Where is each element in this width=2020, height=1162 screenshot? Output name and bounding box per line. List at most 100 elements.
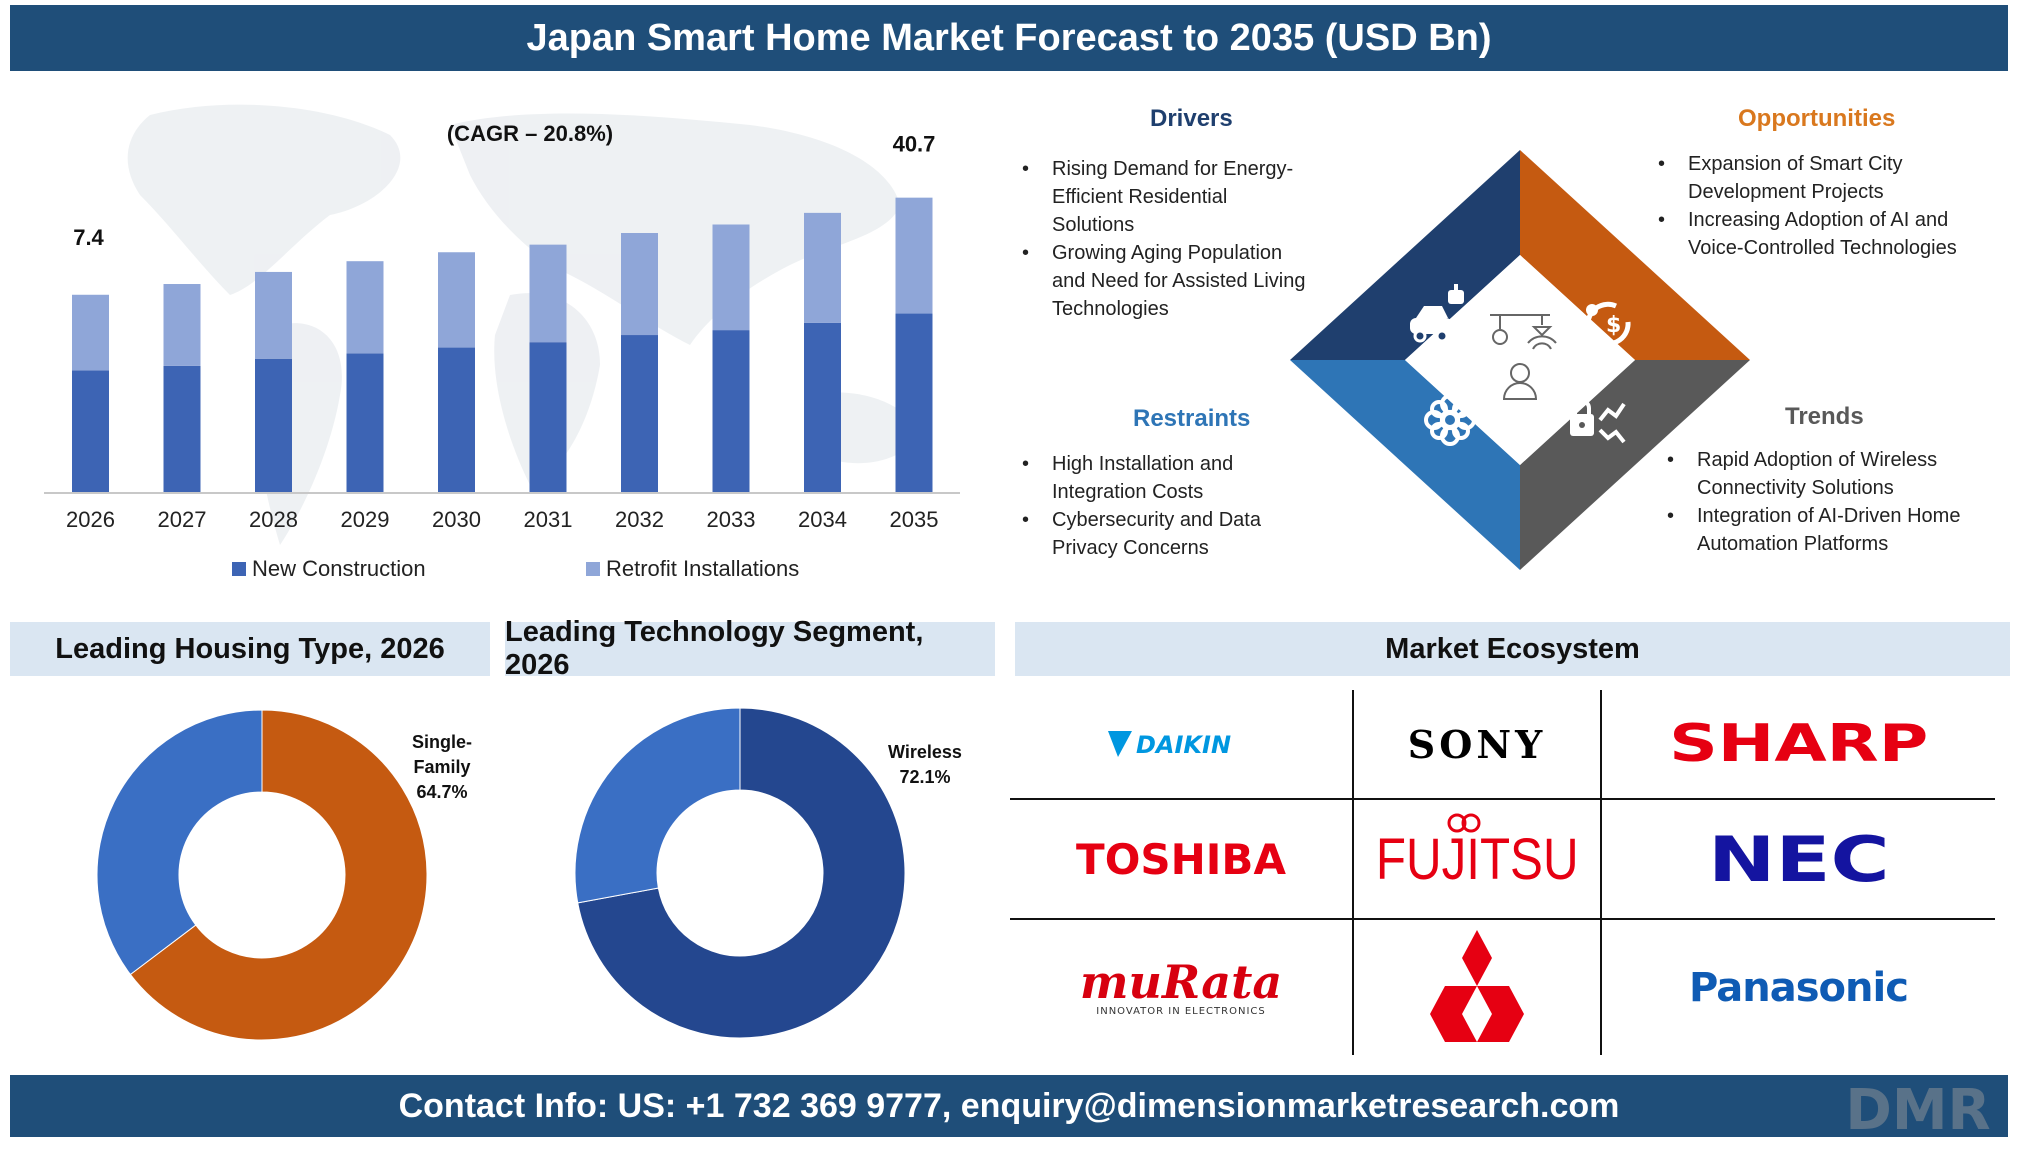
world-map-background xyxy=(127,104,920,545)
donut-slice-other xyxy=(574,707,741,904)
drivers-title: Drivers xyxy=(1150,105,1233,132)
logo-toshiba: TOSHIBA xyxy=(1076,834,1286,884)
donut-slice-other xyxy=(96,709,263,976)
bar-retrofit-2031 xyxy=(529,244,567,343)
bar-new-construction-2028 xyxy=(255,358,292,493)
single-family-label-line1: Single- xyxy=(412,732,472,752)
gear-flower-icon xyxy=(1424,394,1476,446)
housing-panel-header: Leading Housing Type, 2026 xyxy=(10,622,490,676)
bar-retrofit-2035 xyxy=(895,197,933,314)
donut-slice-wireless xyxy=(577,707,906,1039)
single-family-label-line2: Family xyxy=(413,757,470,777)
bar-retrofit-2030 xyxy=(438,252,475,348)
svg-text:$: $ xyxy=(1606,313,1621,338)
housing-donut-chart: Single- Family 64.7% xyxy=(96,709,472,1041)
logo-panasonic: Panasonic xyxy=(1689,964,1909,1011)
bar-new-construction-2026 xyxy=(72,370,109,493)
single-family-value-label: 64.7% xyxy=(416,782,467,802)
logo-sharp: SHARP xyxy=(1668,714,1929,774)
bar-new-construction-2035 xyxy=(895,313,933,493)
title-bar: Japan Smart Home Market Forecast to 2035… xyxy=(10,5,2008,71)
trend-item-2: Integration of AI-Driven HomeAutomation … xyxy=(1667,502,2007,558)
cagr-label: (CAGR – 20.8%) xyxy=(447,121,613,146)
lock-growth-icon xyxy=(1570,399,1626,444)
bar-retrofit-2032 xyxy=(621,233,658,336)
bar-new-construction-2030 xyxy=(438,347,475,493)
bar-retrofit-2026 xyxy=(72,294,109,371)
housing-panel-title: Leading Housing Type, 2026 xyxy=(55,632,445,665)
x-tick-label: 2029 xyxy=(341,507,390,532)
bar-retrofit-2033 xyxy=(712,224,750,331)
svg-text:DMR: DMR xyxy=(1845,1079,1990,1135)
driver-item-1: Rising Demand for Energy-Efficient Resid… xyxy=(1022,155,1352,239)
bar-retrofit-2027 xyxy=(163,284,201,366)
restraints-title: Restraints xyxy=(1133,405,1251,432)
bar-retrofit-2029 xyxy=(346,261,384,354)
legend-label-retrofit: Retrofit Installations xyxy=(606,556,799,581)
footer-bar: Contact Info: US: +1 732 369 9777, enqui… xyxy=(10,1075,2008,1137)
bar-new-construction-2029 xyxy=(346,353,384,493)
legend-swatch-new-construction xyxy=(232,562,246,576)
first-total-label: 7.4 xyxy=(73,225,104,250)
donut-slice-single-family xyxy=(129,709,428,1041)
ecosystem-panel-header: Market Ecosystem xyxy=(1015,622,2010,676)
money-cycle-icon: $ xyxy=(1585,301,1631,347)
grid-divider xyxy=(1600,690,1602,1055)
page-title: Japan Smart Home Market Forecast to 2035… xyxy=(526,16,1492,59)
grid-divider xyxy=(1010,918,1995,920)
x-tick-label: 2034 xyxy=(798,507,847,532)
x-tick-label: 2028 xyxy=(249,507,298,532)
bar-new-construction-2031 xyxy=(529,342,567,493)
ecosystem-panel-title: Market Ecosystem xyxy=(1385,632,1640,665)
chart-legend: New Construction Retrofit Installations xyxy=(232,556,799,581)
bar-new-construction-2033 xyxy=(712,330,750,493)
bar-new-construction-2034 xyxy=(804,322,841,493)
logo-nec: NEC xyxy=(1707,822,1890,896)
bar-new-construction-2032 xyxy=(621,335,658,493)
stacked-bar-chart: 2026 2027 2028 2029 2030 2031 2032 2033 2034 2035… xyxy=(44,104,960,581)
technology-panel-title: Leading Technology Segment, 2026 xyxy=(505,616,924,681)
logo-murata: muRata INNOVATOR IN ELECTRONICS xyxy=(1079,955,1283,1017)
grid-divider xyxy=(1010,798,1995,800)
wireless-label: Wireless xyxy=(888,742,962,762)
wireless-value-label: 72.1% xyxy=(899,767,950,787)
opportunity-item-2: Increasing Adoption of AI andVoice-Contr… xyxy=(1658,206,1998,262)
last-total-label: 40.7 xyxy=(893,132,936,157)
opportunities-title: Opportunities xyxy=(1738,105,1896,132)
market-dynamics-diamond: $ xyxy=(1290,150,1750,570)
drivers-list: Rising Demand for Energy-Efficient Resid… xyxy=(1022,155,1352,323)
legend-label-new-construction: New Construction xyxy=(252,556,426,581)
robot-car-icon xyxy=(1410,284,1464,343)
bar-new-construction-2027 xyxy=(163,365,201,493)
grid-divider xyxy=(1352,690,1354,1055)
trends-title: Trends xyxy=(1785,403,1864,430)
x-tick-label: 2031 xyxy=(524,507,573,532)
logo-fujitsu: FUJITSU xyxy=(1354,800,1600,918)
x-tick-label: 2026 xyxy=(66,507,115,532)
logo-sony: SONY xyxy=(1407,721,1547,767)
contact-info: Contact Info: US: +1 732 369 9777, enqui… xyxy=(398,1086,1620,1125)
smart-home-user-icon xyxy=(1490,314,1557,400)
ecosystem-logo-grid: DAIKIN SONY SHARP TOSHIBA FUJITSU NEC mu… xyxy=(1010,690,1995,1055)
logo-daikin: DAIKIN xyxy=(1010,690,1352,798)
x-tick-label: 2027 xyxy=(158,507,207,532)
svg-text:DAIKIN: DAIKIN xyxy=(1136,731,1231,759)
bar-retrofit-2034 xyxy=(804,212,841,323)
x-tick-label: 2033 xyxy=(707,507,756,532)
dmr-logo: DMR xyxy=(1845,1079,1990,1135)
x-tick-label: 2035 xyxy=(890,507,939,532)
technology-donut-chart: Wireless 72.1% xyxy=(574,707,962,1039)
bar-retrofit-2028 xyxy=(255,271,292,359)
technology-panel-header: Leading Technology Segment, 2026 xyxy=(505,616,995,681)
logo-mitsubishi xyxy=(1354,920,1600,1055)
x-tick-label: 2030 xyxy=(432,507,481,532)
x-tick-label: 2032 xyxy=(615,507,664,532)
